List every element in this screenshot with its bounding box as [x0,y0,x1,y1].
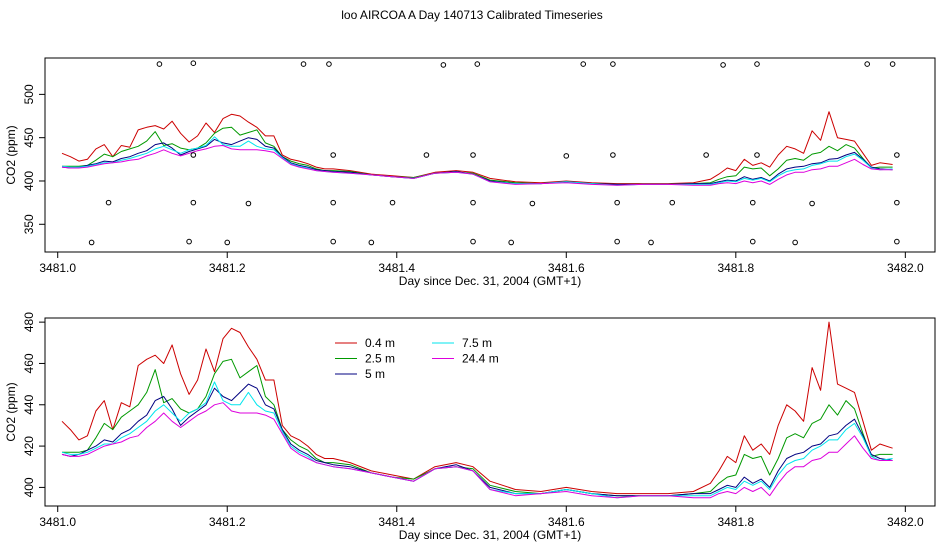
top-panel: 3481.0 3481.2 3481.4 3481.6 3481.8 3482.0 350 4… [4,57,936,288]
x-tick-label: 3481.6 [548,261,585,275]
plot-frame [44,317,936,507]
series-line-0-4-m [61,321,893,495]
y-tick-label: 460 [22,353,36,373]
calibration-point [389,199,396,206]
calibration-point [508,239,514,246]
calibration-point [792,239,798,246]
y-axis-label: CO2 (ppm) [4,125,18,184]
y-tick-label: 420 [22,436,36,456]
plot-frame [44,57,936,253]
calibration-point [648,239,654,246]
calibration-point [440,62,447,68]
series-line-7-5-m [61,381,893,499]
x-tick-label: 3481.4 [378,515,415,529]
series-line-5-m [61,383,893,497]
legend-label: 7.5 m [462,336,492,350]
calibration-point [749,199,756,206]
x-tick-label: 3481.8 [717,261,754,275]
series-line-7-5-m [61,136,893,186]
calibration-point [894,199,900,206]
calibration-point [470,152,476,158]
bottom-panel: 3481.0 3481.2 3481.4 3481.6 3481.8 3482.0 400 4… [4,312,936,542]
calibration-point [580,61,587,67]
calibration-point [563,153,570,159]
calibration-point [754,152,760,158]
calibration-point [156,61,163,67]
calibration-point [300,61,307,67]
calibration-point [809,200,815,207]
x-axis-label: Day since Dec. 31, 2004 (GMT+1) [399,274,581,288]
calibration-point [326,61,332,67]
calibration-point [614,238,620,245]
y-tick-label: 440 [22,394,36,414]
calibration-point [186,238,192,245]
legend-label: 5 m [365,367,385,381]
calibration-point [614,199,620,206]
y-tick-label: 350 [22,214,36,234]
series-line-5-m [61,137,893,185]
calibration-point [330,152,336,158]
x-tick-label: 3481.8 [717,515,754,529]
calibration-point [88,239,95,246]
calibration-point [245,200,252,207]
calibration-point [423,152,430,158]
x-tick-label: 3481.6 [548,515,585,529]
chart-title: loo AIRCOA A Day 140713 Calibrated Times… [341,8,602,22]
calibration-point [330,238,336,245]
x-tick-label: 3481.0 [39,261,76,275]
y-axis-label: CO2 (ppm) [4,382,18,441]
calibration-point [720,62,726,68]
calibration-point [894,152,900,158]
series-line-24-4-m [61,145,893,186]
calibration-point [224,239,231,246]
x-tick-label: 3481.4 [378,261,415,275]
legend-label: 24.4 m [462,352,499,366]
calibration-point [330,199,336,206]
calibration-point [894,238,900,245]
series-line-24-4-m [61,402,893,499]
calibration-point [864,61,870,67]
y-tick-label: 500 [22,84,36,104]
calibration-point [474,61,481,67]
calibration-point [529,200,536,207]
calibration-point [190,152,197,158]
y-tick-label: 400 [22,477,36,497]
x-axis-label: Day since Dec. 31, 2004 (GMT+1) [399,528,581,542]
x-tick-label: 3481.2 [209,515,246,529]
calibration-point [470,199,476,206]
calibration-point [754,61,760,67]
x-tick-label: 3482.0 [887,261,924,275]
calibration-point [889,61,896,67]
y-tick-label: 400 [22,171,36,191]
x-tick-label: 3481.2 [209,261,246,275]
calibration-point [703,152,709,158]
legend-label: 2.5 m [365,352,395,366]
y-tick-label: 480 [22,312,36,332]
series-line-0-4-m [61,111,893,185]
calibration-point [190,199,197,206]
calibration-point [105,199,112,206]
legend-label: 0.4 m [365,336,395,350]
calibration-point [610,61,616,67]
x-tick-label: 3482.0 [887,515,924,529]
calibration-point [749,238,756,245]
y-tick-label: 450 [22,127,36,147]
x-tick-label: 3481.0 [39,515,76,529]
calibration-point [368,239,375,246]
calibration-point [190,60,197,66]
calibration-point [610,152,616,158]
calibration-point [470,238,476,245]
calibration-point [669,199,676,206]
